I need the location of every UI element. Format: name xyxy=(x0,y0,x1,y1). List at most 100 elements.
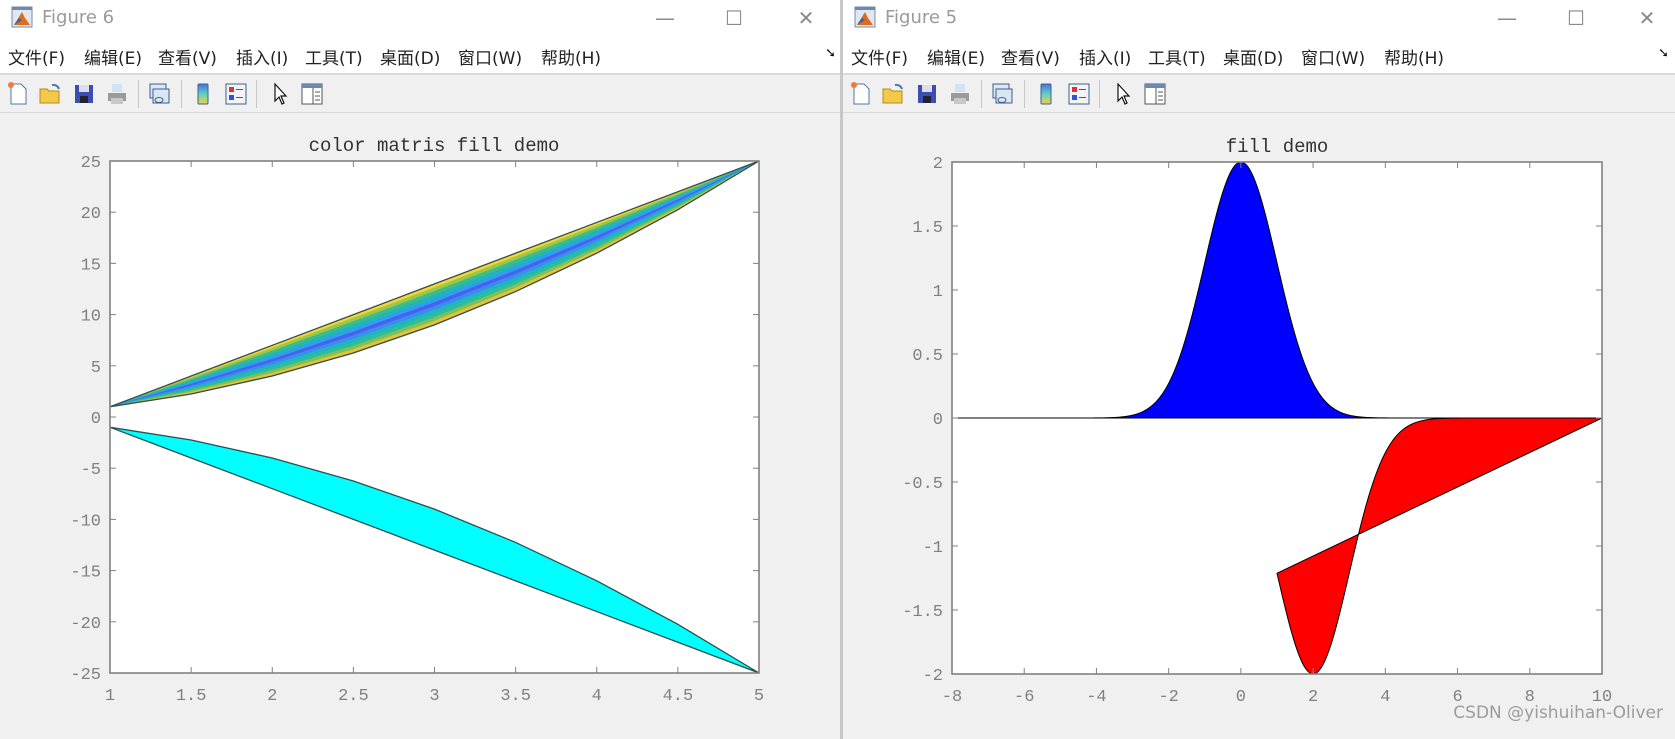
edit-plot-pointer-icon[interactable] xyxy=(267,81,293,107)
insert-legend-icon[interactable] xyxy=(223,81,249,107)
menu-edit[interactable]: 编辑(E) xyxy=(84,49,143,69)
chart-title: color matris fill demo xyxy=(309,135,560,157)
new-figure-icon[interactable] xyxy=(848,81,874,107)
dock-arrow-icon[interactable]: ➘ xyxy=(825,46,836,61)
svg-text:-5: -5 xyxy=(81,461,101,480)
svg-text:10: 10 xyxy=(1592,688,1612,707)
close-button[interactable]: ✕ xyxy=(797,6,815,30)
link-plot-icon[interactable] xyxy=(989,81,1015,107)
svg-text:-2: -2 xyxy=(923,667,943,686)
insert-colorbar-icon[interactable] xyxy=(190,81,216,107)
svg-text:-4: -4 xyxy=(1086,688,1106,707)
menu-file[interactable]: 文件(F) xyxy=(8,49,66,69)
property-inspector-icon[interactable] xyxy=(299,81,325,107)
toolbar-separator xyxy=(981,80,982,108)
maximize-button[interactable]: ☐ xyxy=(725,6,743,30)
svg-text:1.5: 1.5 xyxy=(912,219,943,238)
figure-5-window: Figure 5 — ☐ ✕ 文件(F) 编辑(E) 查看(V) 插入(I) 工… xyxy=(843,0,1675,739)
link-plot-icon[interactable] xyxy=(146,81,172,107)
svg-text:4.5: 4.5 xyxy=(663,687,694,706)
menu-tools[interactable]: 工具(T) xyxy=(305,49,363,69)
toolbar-separator xyxy=(1024,80,1025,108)
title-bar: Figure 5 — ☐ ✕ xyxy=(843,0,1675,36)
new-figure-icon[interactable] xyxy=(5,81,31,107)
svg-text:4: 4 xyxy=(1380,688,1390,707)
svg-text:20: 20 xyxy=(81,205,101,224)
save-icon[interactable] xyxy=(914,81,940,107)
print-icon[interactable] xyxy=(104,81,130,107)
svg-text:3.5: 3.5 xyxy=(500,687,531,706)
svg-text:0: 0 xyxy=(1236,688,1246,707)
minimize-button[interactable]: — xyxy=(1497,6,1517,30)
axes: -8 -6 -4 -2 0 2 4 6 8 10 2 1.5 1 0.5 0 -0.5 -1 -1.5 -2 xyxy=(902,155,1612,707)
watermark: CSDN @yishuihan-Oliver xyxy=(1453,703,1663,723)
red-fill-region xyxy=(1276,417,1603,675)
svg-text:2: 2 xyxy=(267,687,277,706)
window-title: Figure 5 xyxy=(885,7,958,28)
menu-help[interactable]: 帮助(H) xyxy=(541,49,602,69)
axes-background xyxy=(110,161,759,673)
menu-insert[interactable]: 插入(I) xyxy=(236,49,289,69)
svg-text:2.5: 2.5 xyxy=(338,687,369,706)
menu-window[interactable]: 窗口(W) xyxy=(458,49,523,69)
dock-arrow-icon[interactable]: ➘ xyxy=(1658,46,1669,61)
menu-bar: 文件(F) 编辑(E) 查看(V) 插入(I) 工具(T) 桌面(D) 窗口(W… xyxy=(0,36,842,75)
toolbar xyxy=(0,75,842,113)
menu-desktop[interactable]: 桌面(D) xyxy=(1223,49,1284,69)
svg-text:5: 5 xyxy=(754,687,764,706)
menu-desktop[interactable]: 桌面(D) xyxy=(380,49,441,69)
close-button[interactable]: ✕ xyxy=(1638,6,1656,30)
axes: 1 1.5 2 2.5 3 3.5 4 4.5 5 25 20 15 10 5 0 -5 -10 -15 -20 -2… xyxy=(70,154,764,706)
chart-fill-demo: -8 -6 -4 -2 0 2 4 6 8 10 2 1.5 1 0.5 0 -0.5 -1 -1.5 -2 fil… xyxy=(902,136,1612,707)
svg-text:-2: -2 xyxy=(1158,688,1178,707)
insert-colorbar-icon[interactable] xyxy=(1033,81,1059,107)
svg-text:4: 4 xyxy=(592,687,602,706)
menu-window[interactable]: 窗口(W) xyxy=(1301,49,1366,69)
toolbar-separator xyxy=(256,80,257,108)
menu-insert[interactable]: 插入(I) xyxy=(1079,49,1132,69)
window-title: Figure 6 xyxy=(42,7,115,28)
menu-tools[interactable]: 工具(T) xyxy=(1148,49,1206,69)
svg-text:-15: -15 xyxy=(70,564,101,583)
svg-text:-1.5: -1.5 xyxy=(902,603,943,622)
open-file-icon[interactable] xyxy=(37,81,63,107)
chart-color-matrix-fill: 1 1.5 2 2.5 3 3.5 4 4.5 5 25 20 15 10 5 0 -5 -10 -15 -20 -2… xyxy=(70,135,764,706)
toolbar-separator xyxy=(1099,80,1100,108)
svg-text:-8: -8 xyxy=(942,688,962,707)
menu-help[interactable]: 帮助(H) xyxy=(1384,49,1445,69)
property-inspector-icon[interactable] xyxy=(1142,81,1168,107)
menu-edit[interactable]: 编辑(E) xyxy=(927,49,986,69)
svg-text:-25: -25 xyxy=(70,666,101,685)
maximize-button[interactable]: ☐ xyxy=(1567,6,1585,30)
save-icon[interactable] xyxy=(71,81,97,107)
window-divider xyxy=(840,0,843,739)
svg-text:8: 8 xyxy=(1525,688,1535,707)
toolbar-separator xyxy=(181,80,182,108)
insert-legend-icon[interactable] xyxy=(1066,81,1092,107)
svg-text:-6: -6 xyxy=(1014,688,1034,707)
menu-bar: 文件(F) 编辑(E) 查看(V) 插入(I) 工具(T) 桌面(D) 窗口(W… xyxy=(843,36,1675,75)
svg-text:1.5: 1.5 xyxy=(176,687,207,706)
svg-text:25: 25 xyxy=(81,154,101,173)
svg-text:6: 6 xyxy=(1452,688,1462,707)
menu-view[interactable]: 查看(V) xyxy=(1001,49,1060,69)
svg-text:-1: -1 xyxy=(923,539,943,558)
minimize-button[interactable]: — xyxy=(655,6,675,30)
matlab-logo-icon xyxy=(11,6,33,28)
svg-text:-0.5: -0.5 xyxy=(902,475,943,494)
open-file-icon[interactable] xyxy=(880,81,906,107)
svg-text:15: 15 xyxy=(81,256,101,275)
menu-view[interactable]: 查看(V) xyxy=(158,49,217,69)
svg-text:0.5: 0.5 xyxy=(912,347,943,366)
menu-file[interactable]: 文件(F) xyxy=(851,49,909,69)
svg-text:1: 1 xyxy=(933,283,943,302)
svg-text:10: 10 xyxy=(81,308,101,327)
title-bar: Figure 6 — ☐ ✕ xyxy=(0,0,842,36)
svg-text:1: 1 xyxy=(105,687,115,706)
matlab-logo-icon xyxy=(854,6,876,28)
edit-plot-pointer-icon[interactable] xyxy=(1110,81,1136,107)
svg-text:0: 0 xyxy=(933,411,943,430)
svg-text:-10: -10 xyxy=(70,512,101,531)
svg-text:2: 2 xyxy=(933,155,943,174)
print-icon[interactable] xyxy=(947,81,973,107)
